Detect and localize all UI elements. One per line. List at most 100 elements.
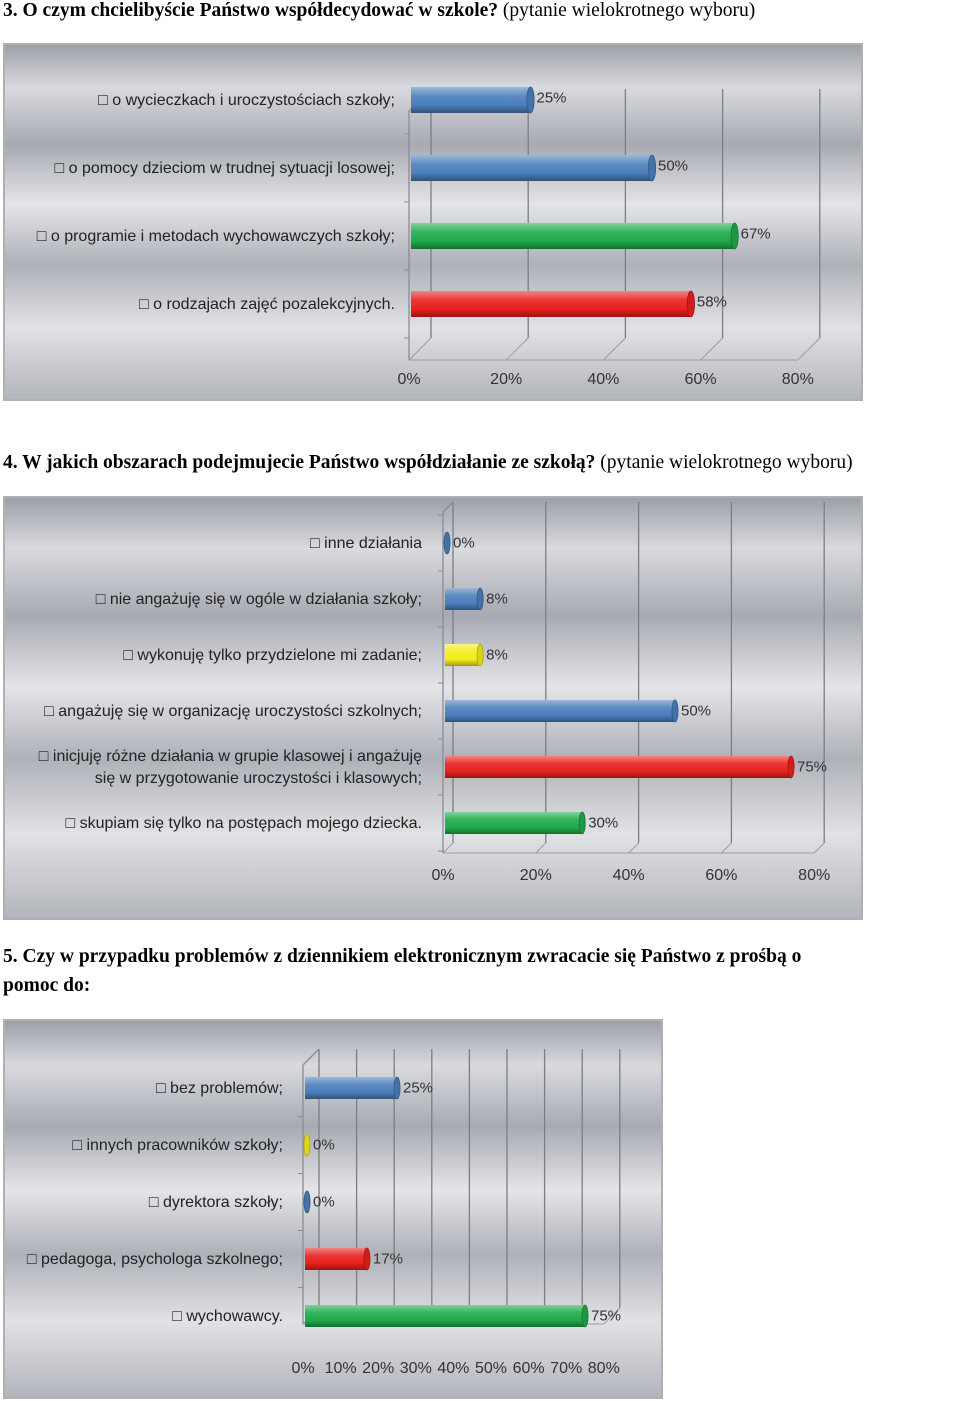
x-tick-label: 10%: [325, 1360, 357, 1377]
value-label: 67%: [741, 225, 771, 242]
chart-background: [5, 498, 861, 918]
value-label: 0%: [453, 534, 475, 551]
floor-gridline: [700, 337, 723, 361]
bar: [445, 755, 795, 779]
value-label: 0%: [313, 1136, 335, 1153]
bar-cap: [393, 1076, 401, 1100]
x-tick-label: 70%: [550, 1360, 582, 1377]
x-tick-label: 40%: [613, 867, 645, 884]
category-label: □ bez problemów;: [156, 1080, 283, 1097]
bar: [411, 222, 739, 250]
bar-cap: [303, 1133, 311, 1157]
chart-question-4-svg: 0% 20% 40% 60% 80% 0% 8% 8% 50% 75% 30% □ inne dzia…: [5, 498, 861, 918]
bar-cap: [363, 1247, 371, 1271]
x-tick-label: 60%: [685, 371, 717, 388]
bar-cap: [578, 811, 586, 835]
floor-gridline: [628, 842, 639, 854]
category-label: □ o programie i metodach wychowawczych s…: [37, 228, 395, 245]
category-label: □ dyrektora szkoły;: [149, 1194, 283, 1211]
x-tick-label: 30%: [400, 1360, 432, 1377]
chart-question-5-svg: 0% 10% 20% 30% 40% 50% 60% 70% 80% 25% 0% 0% 17% 75% □…: [5, 1021, 661, 1397]
floor-gridline: [603, 1307, 621, 1325]
bar-cap: [303, 1190, 311, 1214]
floor-gridline: [813, 842, 825, 854]
value-label: 75%: [797, 758, 827, 775]
question-3-title: 3. O czym chcielibyście Państwo współdec…: [3, 0, 499, 21]
value-label: 58%: [697, 293, 727, 310]
y-axis-top: [442, 501, 454, 513]
question-4-heading: 4. W jakich obszarach podejmujecie Państ…: [3, 448, 853, 477]
bar-body: [445, 644, 481, 666]
bar-cap: [671, 699, 679, 723]
bar: [411, 290, 695, 318]
bar-body: [305, 1305, 585, 1327]
floor-gridline: [442, 842, 454, 854]
bar: [305, 1247, 371, 1271]
category-label: □ skupiam się tylko na postępach mojego …: [65, 815, 422, 832]
category-label: □ inne działania: [310, 535, 422, 552]
value-label: 50%: [681, 702, 711, 719]
bar-cap: [647, 154, 657, 182]
bar: [303, 1133, 311, 1157]
x-tick-label: 80%: [798, 867, 830, 884]
floor-gridline: [603, 337, 626, 361]
bar-body: [445, 588, 481, 610]
bar-body: [411, 155, 652, 181]
x-tick-label: 0%: [431, 867, 454, 884]
x-tick-label: 60%: [513, 1360, 545, 1377]
question-5-heading: 5. Czy w przypadku problemów z dzienniki…: [3, 942, 801, 971]
floor-gridline: [408, 337, 432, 361]
x-tick-label: 20%: [490, 371, 522, 388]
category-label: □ innych pracowników szkoły;: [72, 1137, 283, 1154]
bar: [303, 1190, 311, 1214]
bar-cap: [581, 1304, 589, 1328]
value-label: 25%: [403, 1079, 433, 1096]
category-label: □ o pomocy dzieciom w trudnej sytuacji l…: [55, 160, 395, 177]
bar-cap: [526, 86, 535, 114]
floor-gridline: [797, 337, 821, 361]
bar-body: [305, 1248, 367, 1270]
question-3-note: (pytanie wielokrotnego wyboru): [502, 0, 756, 21]
category-label: □ nie angażuję się w ogóle w działania s…: [96, 591, 422, 608]
category-label: się w przygotowanie uroczystości i klaso…: [95, 770, 422, 787]
bar-cap: [686, 290, 695, 318]
bar-body: [411, 87, 531, 113]
x-tick-label: 80%: [782, 371, 814, 388]
chart-question-5: 0% 10% 20% 30% 40% 50% 60% 70% 80% 25% 0% 0% 17% 75% □…: [3, 1019, 663, 1399]
floor-gridline: [535, 842, 547, 854]
question-3-heading: 3. O czym chcielibyście Państwo współdec…: [3, 0, 755, 25]
bar: [305, 1304, 589, 1328]
chart-question-3-svg: 0% 20% 40% 60% 80% 25% 50% 67% 58% □ o wycieczkac…: [5, 45, 861, 399]
bar-body: [445, 700, 675, 722]
value-label: 75%: [591, 1307, 621, 1324]
question-4-title: 4. W jakich obszarach podejmujecie Państ…: [3, 452, 596, 473]
x-tick-label: 50%: [475, 1360, 507, 1377]
value-label: 17%: [373, 1250, 403, 1267]
bar-body: [445, 756, 791, 778]
question-5-heading-cont: pomoc do:: [3, 971, 90, 1000]
x-tick-label: 0%: [291, 1360, 314, 1377]
value-label: 30%: [588, 814, 618, 831]
bar-body: [411, 223, 735, 249]
floor-gridline: [505, 337, 529, 361]
chart-question-3: 0% 20% 40% 60% 80% 25% 50% 67% 58% □ o wycieczkac…: [3, 43, 863, 401]
x-tick-label: 20%: [362, 1360, 394, 1377]
question-5-title-line1: 5. Czy w przypadku problemów z dzienniki…: [3, 946, 802, 967]
bar: [411, 86, 535, 114]
bar: [445, 643, 484, 667]
bar-body: [411, 291, 691, 317]
x-tick-label: 80%: [588, 1360, 620, 1377]
category-label: □ angażuję się w organizację uroczystośc…: [44, 703, 422, 720]
category-label: □ o rodzajach zajęć pozalekcyjnych.: [139, 296, 395, 313]
category-label: □ inicjuję różne działania w grupie klas…: [39, 748, 422, 765]
x-tick-label: 40%: [587, 371, 619, 388]
bar: [445, 699, 679, 723]
bar: [445, 811, 586, 835]
bar-cap: [443, 531, 451, 555]
floor-gridline: [721, 842, 732, 854]
value-label: 0%: [313, 1193, 335, 1210]
x-tick-label: 20%: [520, 867, 552, 884]
category-label: □ pedagoga, psychologa szkolnego;: [27, 1251, 283, 1268]
bar: [443, 531, 451, 555]
bar-body: [445, 812, 583, 834]
